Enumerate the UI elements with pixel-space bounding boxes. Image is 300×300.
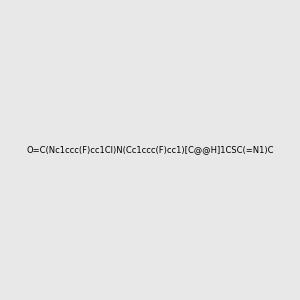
Text: O=C(Nc1ccc(F)cc1Cl)N(Cc1ccc(F)cc1)[C@@H]1CSC(=N1)C: O=C(Nc1ccc(F)cc1Cl)N(Cc1ccc(F)cc1)[C@@H]… [26, 146, 274, 154]
